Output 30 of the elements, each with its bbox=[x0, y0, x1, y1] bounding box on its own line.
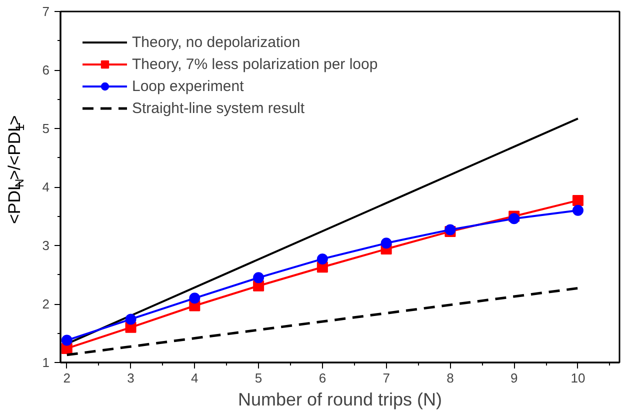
point bbox=[253, 272, 264, 284]
legend-label: Theory, no depolarization bbox=[132, 33, 300, 51]
x-tick-label: 5 bbox=[254, 370, 262, 386]
x-tick-label: 10 bbox=[570, 370, 586, 386]
y-tick-label: 6 bbox=[42, 62, 50, 78]
x-tick-label: 3 bbox=[127, 370, 134, 386]
legend-label: Theory, 7% less polarization per loop bbox=[132, 55, 378, 73]
point bbox=[572, 194, 584, 206]
point bbox=[380, 238, 392, 249]
point bbox=[189, 292, 200, 304]
x-tick-label: 4 bbox=[191, 370, 198, 386]
point bbox=[316, 253, 328, 264]
x-tick-label: 6 bbox=[318, 370, 326, 386]
y-tick-label: 3 bbox=[42, 238, 50, 253]
legend-label: Loop experiment bbox=[132, 77, 244, 95]
x-tick-label: 8 bbox=[446, 370, 454, 386]
point bbox=[125, 314, 136, 325]
point bbox=[61, 334, 72, 346]
y-tick-label: 2 bbox=[42, 296, 50, 312]
point bbox=[572, 204, 584, 216]
y-tick-label: 7 bbox=[42, 4, 50, 19]
x-tick-label: 9 bbox=[510, 370, 518, 386]
y-tick-label: 4 bbox=[42, 180, 50, 194]
x-tick-label: 2 bbox=[63, 370, 71, 386]
y-tick-label: 5 bbox=[42, 121, 50, 136]
x-axis-title: Number of round trips (N) bbox=[238, 390, 442, 410]
point bbox=[508, 213, 520, 224]
legend-label: Straight-line system result bbox=[132, 99, 305, 117]
x-tick-label: 7 bbox=[382, 370, 390, 386]
y-tick-label: 1 bbox=[42, 355, 50, 370]
